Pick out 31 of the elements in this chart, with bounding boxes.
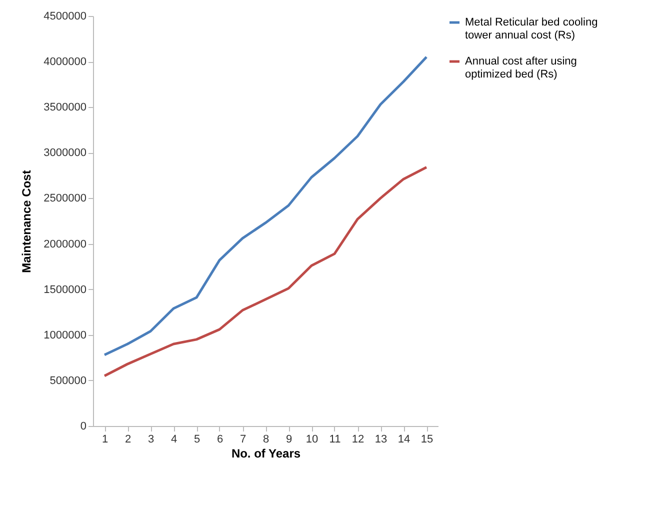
x-tick-label: 7 bbox=[240, 434, 246, 446]
x-tick-label: 11 bbox=[329, 434, 341, 446]
x-tick-label: 6 bbox=[216, 434, 224, 446]
x-tick-label: 9 bbox=[286, 434, 292, 446]
y-tick-label: 3000000 bbox=[44, 147, 86, 160]
y-tick-label: 3500000 bbox=[44, 102, 86, 114]
y-axis-title: Maintenance Cost bbox=[20, 170, 34, 273]
legend-label: Metal Reticular bed cooling tower annual cost (Rs) bbox=[465, 16, 598, 42]
x-tick-label: 15 bbox=[420, 434, 434, 446]
y-tick-label: 1500000 bbox=[44, 284, 86, 296]
line-series bbox=[103, 56, 428, 356]
x-tick-label: 10 bbox=[306, 434, 318, 446]
x-tick-label: 2 bbox=[124, 434, 132, 446]
y-tick-label: 1000000 bbox=[44, 329, 86, 342]
x-tick-label: 14 bbox=[398, 434, 410, 446]
y-tick-label: 0 bbox=[80, 420, 86, 432]
x-tick-label: 1 bbox=[102, 434, 108, 446]
x-tick-label: 5 bbox=[194, 434, 200, 446]
x-tick-label: 12 bbox=[352, 434, 364, 446]
x-tick-label: 4 bbox=[170, 434, 178, 446]
legend-label: Annual cost after using optimized bed (Rs) bbox=[465, 56, 577, 80]
x-tick-label: 8 bbox=[262, 434, 270, 446]
y-tick-label: 2000000 bbox=[44, 238, 86, 250]
y-tick-label: 500000 bbox=[50, 374, 86, 387]
x-tick-label: 13 bbox=[374, 434, 388, 446]
x-tick-label: 3 bbox=[148, 434, 154, 446]
x-axis-title: No. of Years bbox=[231, 446, 301, 460]
line-series bbox=[103, 166, 428, 378]
y-tick-label: 4000000 bbox=[44, 56, 86, 68]
y-tick-label: 2500000 bbox=[44, 192, 86, 205]
y-tick-label: 4500000 bbox=[44, 10, 86, 22]
